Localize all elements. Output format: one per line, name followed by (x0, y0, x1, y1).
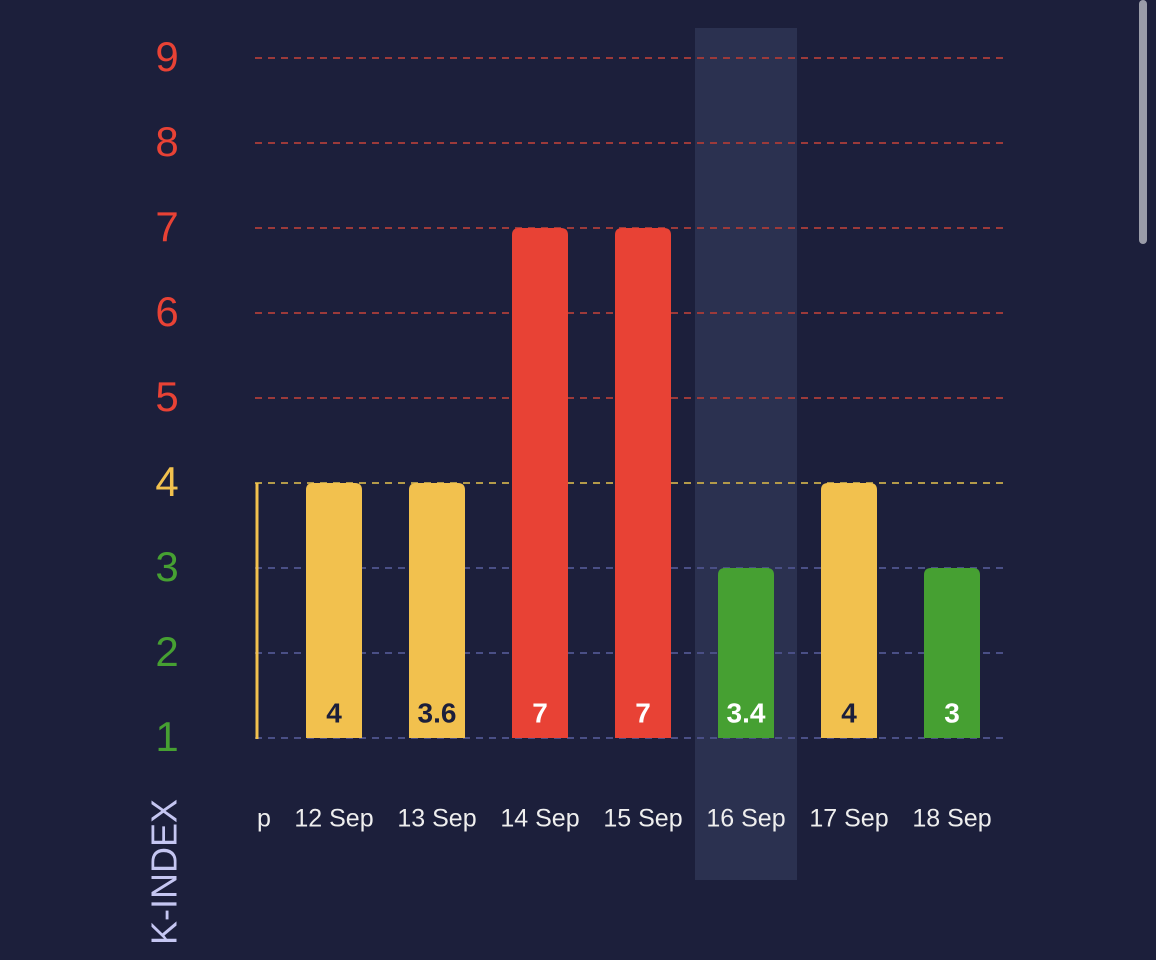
bar (512, 228, 568, 738)
y-tick-label: 3 (155, 543, 178, 590)
highlight-layer (695, 28, 797, 880)
x-tick-label: 17 Sep (809, 805, 888, 833)
value-label: 4 (326, 697, 342, 728)
x-tick-label: 18 Sep (912, 805, 991, 833)
x-tick-label: 15 Sep (603, 805, 682, 833)
value-label: 7 (532, 697, 548, 728)
y-tick-label: 5 (155, 373, 178, 420)
bar-layer: p 12 Sep 4 13 Sep 3.6 14 Sep 7 15 Sep 7 16 Sep 3.4… (257, 228, 992, 833)
scrollbar[interactable] (1139, 0, 1147, 244)
bar (409, 483, 465, 738)
bar (924, 568, 980, 738)
value-label: 3.4 (727, 697, 766, 728)
value-label: 3.6 (418, 697, 457, 728)
x-tick-label: p (257, 805, 271, 833)
bar (306, 483, 362, 738)
y-tick-label: 1 (155, 713, 178, 760)
y-tick-label: 9 (155, 33, 178, 80)
grid-layer: 1 2 3 4 5 6 7 8 9 (155, 33, 1003, 760)
value-label: 4 (841, 697, 857, 728)
x-tick-label: 14 Sep (500, 805, 579, 833)
value-label: 7 (635, 697, 651, 728)
bar (615, 228, 671, 738)
x-tick-label: 16 Sep (706, 805, 785, 833)
bar (718, 568, 774, 738)
bar (821, 483, 877, 738)
y-tick-label: 6 (155, 288, 178, 335)
y-tick-label: 7 (155, 203, 178, 250)
value-label: 3 (944, 697, 960, 728)
highlight-band (695, 28, 797, 880)
y-axis-label: K-INDEX (144, 799, 185, 945)
x-tick-label: 12 Sep (294, 805, 373, 833)
x-tick-label: 13 Sep (397, 805, 476, 833)
y-tick-label: 8 (155, 118, 178, 165)
y-tick-label: 4 (155, 458, 178, 505)
y-tick-label: 2 (155, 628, 178, 675)
